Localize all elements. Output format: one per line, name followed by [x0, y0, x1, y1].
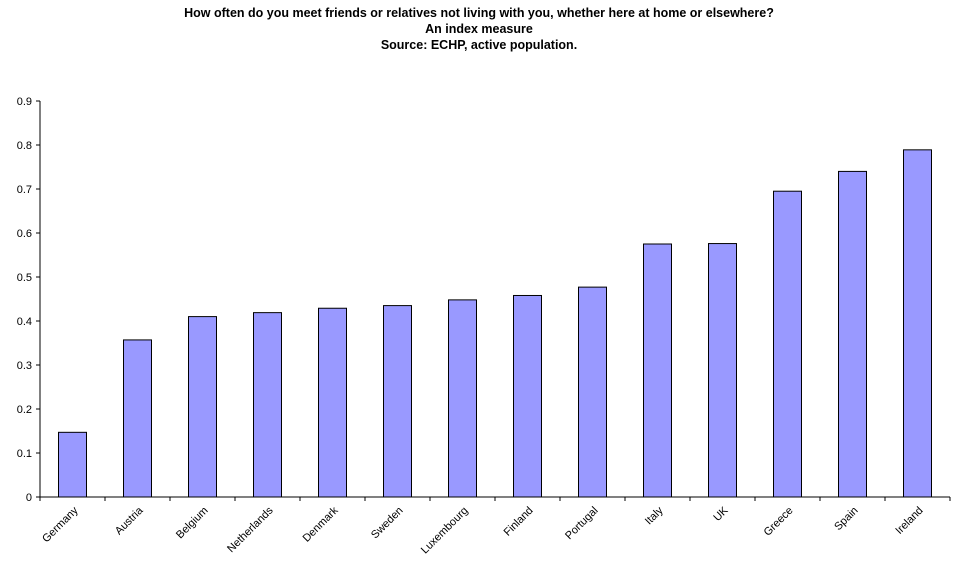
- bar-finland: [513, 294, 542, 498]
- bar-portugal: [578, 286, 607, 498]
- bar-luxembourg: [448, 299, 477, 498]
- x-tick-label: Portugal: [563, 505, 600, 542]
- y-tick-label: 0: [26, 492, 32, 504]
- chart-axes: [36, 100, 951, 501]
- bar-greece: [773, 190, 802, 498]
- bar-netherlands: [253, 312, 282, 498]
- y-tick-label: 0.4: [17, 316, 32, 328]
- x-tick-label: Luxembourg: [419, 505, 471, 557]
- y-tick-label: 0.7: [17, 184, 32, 196]
- x-tick-labels: Germany Austria Belgium Netherlands Denmark S…: [40, 504, 925, 556]
- y-tick-label: 0.3: [17, 360, 32, 372]
- x-tick-label: Italy: [643, 504, 666, 527]
- chart-subtitle: An index measure: [425, 22, 533, 36]
- x-tick-label: Denmark: [301, 504, 341, 544]
- bar-sweden: [383, 305, 412, 498]
- bar-spain: [838, 170, 867, 498]
- y-tick-labels: 0 0.1 0.2 0.3 0.4 0.5 0.6 0.7 0.8 0.9: [17, 96, 32, 504]
- x-tick-label: Belgium: [174, 505, 211, 542]
- bar-denmark: [318, 307, 347, 498]
- x-tick-label: Germany: [40, 504, 81, 545]
- x-tick-label: Greece: [762, 505, 796, 539]
- bar-italy: [643, 243, 672, 498]
- chart-titles: How often do you meet friends or relativ…: [0, 5, 958, 53]
- x-tick-label: Spain: [832, 505, 860, 533]
- bar-austria: [123, 339, 152, 498]
- x-tick-label: Netherlands: [225, 504, 276, 555]
- y-tick-label: 0.9: [17, 96, 32, 108]
- bar-ireland: [903, 149, 932, 498]
- chart-title: How often do you meet friends or relativ…: [184, 6, 774, 20]
- bar-uk: [708, 243, 737, 498]
- x-tick-label: Ireland: [893, 505, 925, 537]
- x-tick-label: Finland: [502, 505, 536, 539]
- x-tick-label: Sweden: [369, 505, 406, 542]
- y-tick-label: 0.1: [17, 448, 32, 460]
- chart-source: Source: ECHP, active population.: [380, 38, 578, 52]
- bar-germany: [58, 431, 87, 498]
- chart-bars: [58, 149, 932, 498]
- y-tick-label: 0.6: [17, 228, 32, 240]
- y-tick-label: 0.2: [17, 404, 32, 416]
- y-tick-label: 0.5: [17, 272, 32, 284]
- bar-belgium: [188, 316, 217, 498]
- x-tick-label: Austria: [113, 504, 146, 537]
- x-tick-label: UK: [711, 504, 731, 524]
- y-tick-label: 0.8: [17, 140, 32, 152]
